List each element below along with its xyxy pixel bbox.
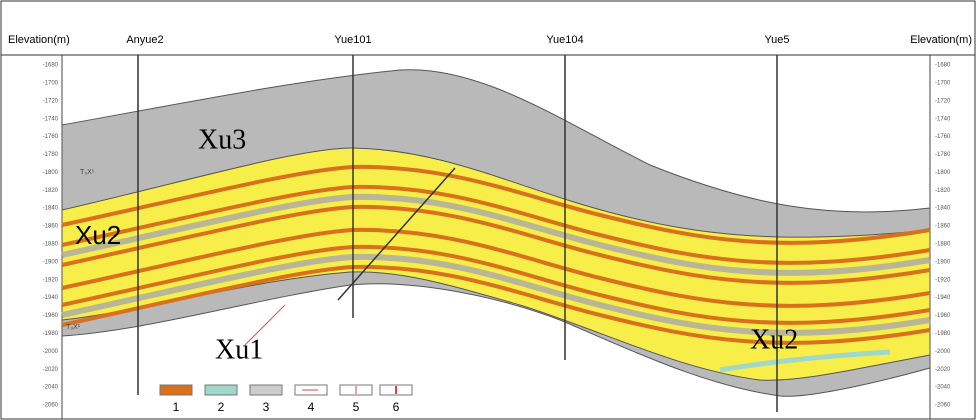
elevation-label: -1680 — [935, 63, 951, 69]
legend-swatch — [205, 385, 237, 395]
well-name: Yue104 — [546, 34, 583, 46]
elevation-label: -1860 — [935, 224, 951, 230]
legend-swatch — [160, 385, 192, 395]
well-name: Anyue2 — [126, 34, 163, 46]
elevation-label: -1900 — [935, 259, 951, 265]
legend-label: 1 — [173, 400, 180, 414]
well-name: Yue5 — [764, 34, 789, 46]
elevation-label: -1880 — [43, 242, 59, 248]
horizon-label: T₃X¹ — [66, 324, 81, 331]
elevation-label: -1760 — [43, 134, 59, 140]
elevation-label: -1920 — [935, 277, 951, 283]
formation-label: Xu1 — [215, 334, 263, 365]
elevation-label: -2000 — [935, 349, 951, 355]
elevation-label: -1760 — [935, 134, 951, 140]
elevation-label: -1700 — [935, 80, 951, 86]
well-name: Yue101 — [334, 34, 371, 46]
elevation-label: -1740 — [935, 116, 951, 122]
elevation-label: -2020 — [935, 367, 951, 373]
legend-label: 6 — [393, 400, 400, 414]
elevation-label: -1820 — [43, 188, 59, 194]
elevation-label: -1780 — [935, 152, 951, 158]
elevation-label: -1940 — [935, 295, 951, 301]
legend-label: 4 — [308, 400, 315, 414]
formation-label: Xu2 — [75, 220, 121, 250]
elevation-label: -1980 — [43, 331, 59, 337]
elevation-label: -1820 — [935, 188, 951, 194]
elevation-label: -1720 — [935, 98, 951, 104]
elevation-label: -2040 — [43, 385, 59, 391]
legend-label: 2 — [218, 400, 225, 414]
elevation-label: -1940 — [43, 295, 59, 301]
legend-swatch — [250, 385, 282, 395]
elevation-label: -1680 — [43, 63, 59, 69]
elevation-label: -2060 — [935, 403, 951, 409]
elevation-label: -1960 — [43, 313, 59, 319]
elevation-label: -1780 — [43, 152, 59, 158]
elevation-label: -2060 — [43, 403, 59, 409]
formation-label: Xu2 — [750, 324, 798, 355]
elevation-label: -1700 — [43, 80, 59, 86]
elevation-label: -1800 — [935, 170, 951, 176]
elevation-label: -1980 — [935, 331, 951, 337]
horizon-label: T₃X⁵ — [80, 169, 95, 176]
elevation-label: -2020 — [43, 367, 59, 373]
elevation-label: -1960 — [935, 313, 951, 319]
elevation-label: -1900 — [43, 259, 59, 265]
cross-section: Elevation(m) Elevation(m) Anyue2 Yue101 … — [0, 0, 976, 420]
legend-label: 5 — [353, 400, 360, 414]
elevation-label: -1880 — [935, 242, 951, 248]
elevation-label: -1720 — [43, 98, 59, 104]
elevation-label: -1920 — [43, 277, 59, 283]
elevation-label: -1840 — [935, 206, 951, 212]
elevation-label: -1840 — [43, 206, 59, 212]
elevation-label: -1740 — [43, 116, 59, 122]
formation-label: Xu3 — [198, 124, 246, 155]
legend-label: 3 — [263, 400, 270, 414]
elevation-label: -1800 — [43, 170, 59, 176]
axis-title: Elevation(m) — [8, 34, 70, 46]
elevation-label: -2040 — [935, 385, 951, 391]
elevation-label: -2000 — [43, 349, 59, 355]
elevation-label: -1860 — [43, 224, 59, 230]
axis-title: Elevation(m) — [910, 34, 972, 46]
